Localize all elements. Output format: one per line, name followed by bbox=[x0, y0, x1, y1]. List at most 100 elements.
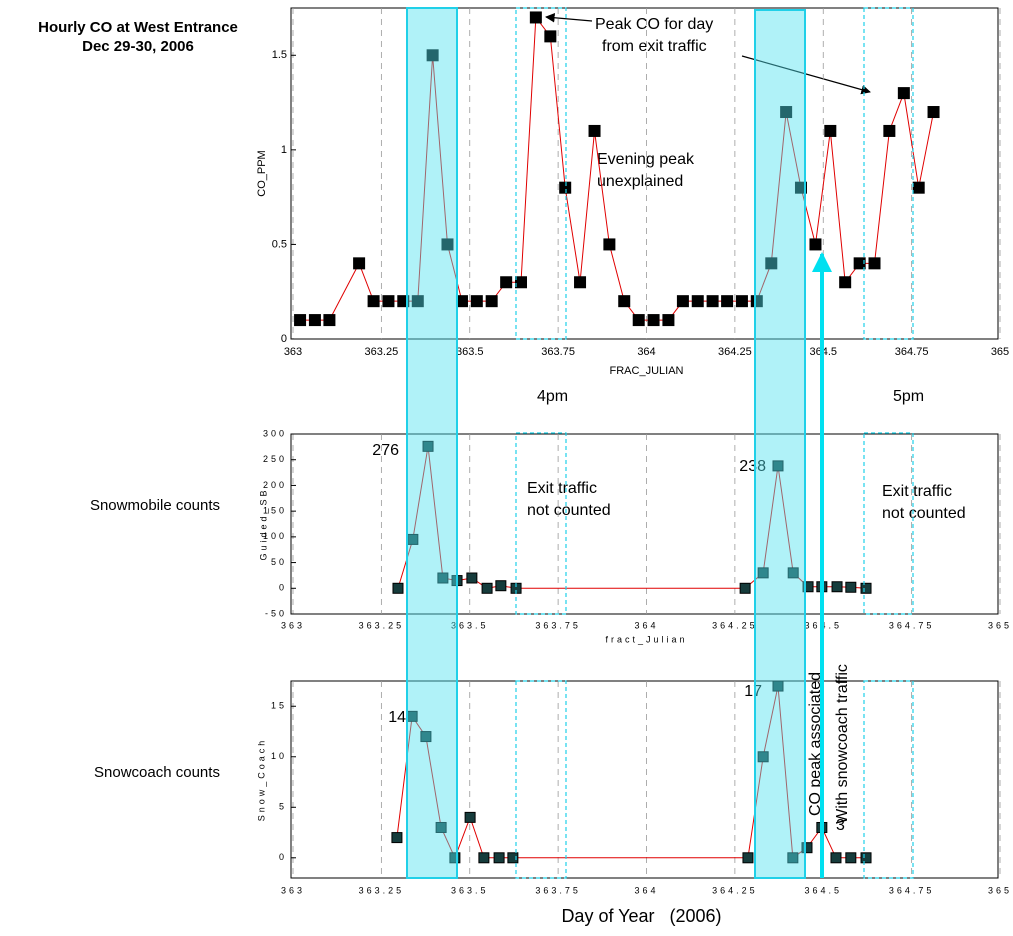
data-point bbox=[391, 832, 403, 844]
x-tick-label: 364 bbox=[634, 885, 658, 895]
data-point bbox=[691, 295, 704, 308]
annotation: Evening peak bbox=[597, 151, 695, 168]
x-tick-label: 363.25 bbox=[365, 346, 399, 358]
data-point bbox=[603, 238, 616, 251]
annotation: 4pm bbox=[537, 388, 568, 405]
exit-window bbox=[515, 432, 567, 615]
data-point bbox=[559, 181, 572, 194]
data-point bbox=[618, 295, 631, 308]
data-line bbox=[300, 16, 935, 321]
annotation: from exit traffic bbox=[602, 38, 707, 55]
data-point bbox=[794, 181, 807, 194]
data-point bbox=[839, 276, 852, 289]
y-tick-label: 0 bbox=[279, 852, 287, 862]
panel-title: Snowmobile counts bbox=[90, 497, 220, 514]
data-point bbox=[860, 582, 872, 594]
x-tick-label: 363.25 bbox=[359, 620, 405, 630]
x-tick-label: 364 bbox=[634, 620, 658, 630]
y-axis-label: Guided_SB bbox=[258, 487, 268, 560]
data-point bbox=[466, 572, 478, 584]
data-point bbox=[574, 276, 587, 289]
y-tick-label: 0 bbox=[281, 333, 287, 345]
x-tick-label: 363.75 bbox=[535, 620, 581, 630]
data-point bbox=[367, 295, 380, 308]
data-point bbox=[662, 314, 675, 327]
data-point bbox=[422, 440, 434, 452]
y-tick-label: 100 bbox=[263, 531, 287, 541]
y-tick-label: -50 bbox=[265, 608, 287, 618]
data-point bbox=[397, 295, 410, 308]
panel-title: Snowcoach counts bbox=[94, 764, 220, 781]
highlight-overlay bbox=[406, 7, 914, 879]
annotation: Exit traffic bbox=[527, 480, 597, 497]
x-tick-label: 363.5 bbox=[451, 620, 489, 630]
data-point bbox=[801, 842, 813, 854]
data-point bbox=[883, 124, 896, 137]
y-tick-label: 250 bbox=[263, 454, 287, 464]
y-tick-label: 1 bbox=[281, 144, 287, 156]
x-tick-label: 363.75 bbox=[541, 346, 575, 358]
x-tick-label: 364 bbox=[637, 346, 655, 358]
annotation: 5pm bbox=[893, 388, 924, 405]
morning-window bbox=[754, 9, 806, 879]
data-point bbox=[780, 106, 793, 119]
data-point bbox=[323, 314, 336, 327]
data-label: 238 bbox=[739, 458, 766, 475]
x-tick-label: 363.75 bbox=[535, 885, 581, 895]
data-point bbox=[515, 276, 528, 289]
data-point bbox=[411, 295, 424, 308]
data-point bbox=[507, 852, 519, 864]
annotation: Exit traffic bbox=[882, 483, 952, 500]
x-tick-label: 363 bbox=[284, 346, 302, 358]
data-point bbox=[831, 581, 843, 593]
x-tick-label: 364.75 bbox=[889, 620, 935, 630]
data-point bbox=[470, 295, 483, 308]
data-point bbox=[382, 295, 395, 308]
data-point bbox=[441, 238, 454, 251]
chart-subtitle: Dec 29-30, 2006 bbox=[82, 38, 194, 55]
data-label: 14 bbox=[388, 709, 406, 726]
x-tick-label: 365 bbox=[988, 885, 1012, 895]
annotation: With snowcoach traffic bbox=[834, 664, 851, 824]
data-point bbox=[437, 572, 449, 584]
data-point bbox=[544, 30, 557, 43]
data-point bbox=[802, 581, 814, 593]
data-point bbox=[294, 314, 307, 327]
plot-frame bbox=[290, 433, 999, 615]
annotation: not counted bbox=[882, 505, 966, 522]
chart-title: Hourly CO at West Entrance bbox=[38, 19, 238, 36]
data-point bbox=[853, 257, 866, 270]
x-axis-label: Day of Year (2006) bbox=[561, 906, 721, 926]
data-point bbox=[632, 314, 645, 327]
data-point bbox=[495, 580, 507, 592]
data-point bbox=[830, 852, 842, 864]
data-point bbox=[478, 852, 490, 864]
data-label: 276 bbox=[372, 442, 399, 459]
x-tick-label: 363 bbox=[281, 620, 305, 630]
data-point bbox=[765, 257, 778, 270]
x-tick-label: 363.5 bbox=[451, 885, 489, 895]
annotation: Peak CO for day bbox=[595, 16, 713, 33]
data-point bbox=[742, 852, 754, 864]
plot-frame bbox=[290, 7, 999, 340]
x-tick-label: 363 bbox=[281, 885, 305, 895]
x-tick-label: 365 bbox=[991, 346, 1009, 358]
data-point bbox=[420, 731, 432, 743]
data-point bbox=[455, 295, 468, 308]
data-point bbox=[757, 567, 769, 579]
data-point bbox=[588, 124, 601, 137]
data-point bbox=[912, 181, 925, 194]
data-point bbox=[392, 582, 404, 594]
data-point bbox=[897, 87, 910, 100]
data-point bbox=[757, 751, 769, 763]
data-label: 17 bbox=[744, 683, 762, 700]
data-point bbox=[772, 460, 784, 472]
data-point bbox=[493, 852, 505, 864]
x-tick-label: 363.5 bbox=[456, 346, 484, 358]
data-point bbox=[449, 852, 461, 864]
annotation: CO peak associated bbox=[807, 672, 824, 816]
data-point bbox=[481, 582, 493, 594]
data-point bbox=[706, 295, 719, 308]
y-axis-label: Snow_Coach bbox=[256, 738, 266, 822]
